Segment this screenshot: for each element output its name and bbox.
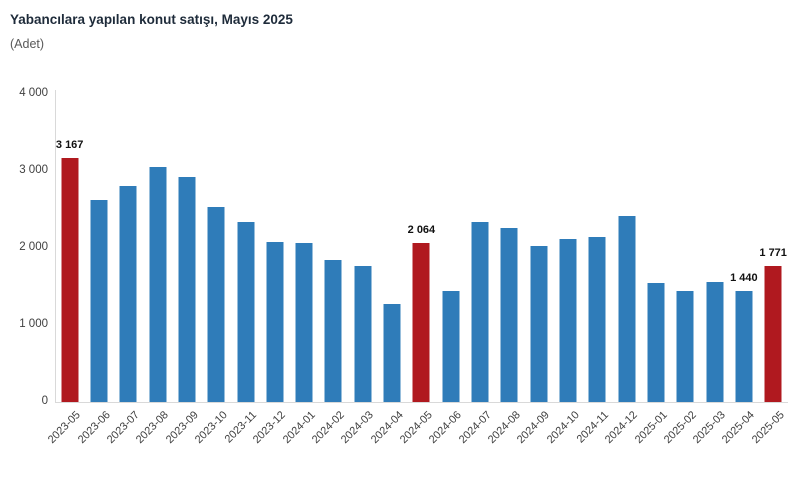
- bar-slot: [172, 94, 201, 402]
- y-tick-label: 3 000: [19, 164, 48, 176]
- bar-2023-12: [266, 242, 284, 402]
- bar-slot: [524, 94, 553, 402]
- bar-2023-10: [207, 206, 225, 402]
- bar-2024-02: [324, 259, 342, 402]
- y-tick-label: 0: [41, 395, 48, 407]
- y-axis: 0 1 000 2 000 3 000 4 000: [0, 87, 48, 407]
- bar-slot: [348, 94, 377, 402]
- bar-slot: 2 064: [407, 94, 436, 402]
- chart-title: Yabancılara yapılan konut satışı, Mayıs …: [10, 12, 293, 27]
- bar-2025-04: [735, 291, 753, 402]
- bar-slot: [319, 94, 348, 402]
- bar-2023-09: [178, 176, 196, 402]
- x-tick-label: 2023-05: [46, 409, 84, 447]
- bar-slot: [377, 94, 406, 402]
- bar-2024-05: [412, 243, 430, 402]
- bar-2024-12: [618, 216, 636, 402]
- bar-slot: 3 167: [55, 94, 84, 402]
- bar-2023-05: [61, 158, 79, 402]
- bar-2023-11: [237, 221, 255, 402]
- bar-2024-04: [383, 304, 401, 402]
- bar-slot: [260, 94, 289, 402]
- bar-slot: 1 771: [759, 94, 788, 402]
- bar-2024-01: [295, 242, 313, 402]
- bar-slot: [583, 94, 612, 402]
- bar-value-label-2024-05: 2 064: [407, 224, 436, 237]
- bar-2023-08: [149, 166, 167, 402]
- bar-2023-07: [119, 186, 137, 402]
- y-tick-label: 1 000: [19, 318, 48, 330]
- bar-slot: [641, 94, 670, 402]
- bar-2024-08: [500, 228, 518, 402]
- x-slot: 2025-05: [750, 402, 788, 462]
- bar-value-label-2023-05: 3 167: [55, 139, 84, 152]
- bar-value-label-2025-05: 1 771: [759, 246, 787, 259]
- bar-2025-05: [764, 265, 782, 402]
- bar-2024-10: [559, 238, 577, 402]
- bar-slot: [231, 94, 260, 402]
- y-axis-line: [55, 90, 56, 402]
- bar-2025-01: [647, 283, 665, 402]
- bar-2025-03: [706, 281, 724, 402]
- bar-2024-06: [442, 291, 460, 402]
- bar-slot: [465, 94, 494, 402]
- bar-slot: [700, 94, 729, 402]
- y-tick-label: 4 000: [19, 87, 48, 99]
- bar-2025-02: [676, 291, 694, 402]
- bar-2024-09: [530, 246, 548, 402]
- x-axis: 2023-05 2023-06 2023-07 2023-08 2023-09 2023-…: [46, 402, 788, 462]
- bar-slot: [84, 94, 113, 402]
- bar-slot: [495, 94, 524, 402]
- bar-slot: [290, 94, 319, 402]
- bars-group: 3 167 2 064 1 440 1 771: [55, 94, 788, 402]
- bar-slot: 1 440: [729, 94, 758, 402]
- bar-slot: [553, 94, 582, 402]
- bar-value-label-2025-04: 1 440: [730, 272, 758, 285]
- bar-slot: [612, 94, 641, 402]
- bar-2023-06: [90, 199, 108, 402]
- bar-slot: [671, 94, 700, 402]
- bar-slot: [436, 94, 465, 402]
- bar-2024-07: [471, 221, 489, 402]
- bar-2024-03: [354, 265, 372, 402]
- x-axis-line: [55, 402, 788, 403]
- bar-slot: [143, 94, 172, 402]
- y-tick-label: 2 000: [19, 241, 48, 253]
- chart-unit-label: (Adet): [10, 37, 45, 51]
- bar-2024-11: [588, 236, 606, 402]
- bar-slot: [114, 94, 143, 402]
- bar-slot: [202, 94, 231, 402]
